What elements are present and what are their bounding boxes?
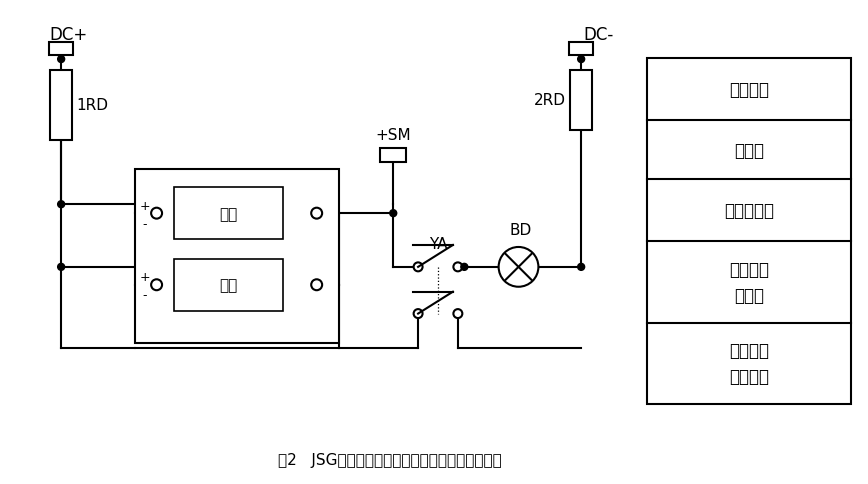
Text: 熔断器: 熔断器 [733, 141, 764, 159]
Text: +: + [140, 271, 150, 284]
Text: 直流母线: 直流母线 [729, 81, 769, 99]
Text: +SM: +SM [376, 127, 411, 142]
Bar [647, 59, 851, 404]
Text: 1RD: 1RD [76, 98, 108, 113]
Text: 电源: 电源 [219, 278, 237, 293]
Text: -: - [142, 288, 147, 302]
Text: -: - [142, 217, 147, 230]
Text: 2RD: 2RD [534, 93, 566, 108]
Bar [174, 259, 283, 311]
Bar [50, 71, 72, 140]
Text: 闪光小母线: 闪光小母线 [724, 202, 773, 220]
Circle shape [57, 264, 64, 271]
Bar [380, 148, 406, 163]
Text: BD: BD [510, 223, 531, 238]
Text: YA: YA [429, 237, 447, 251]
Circle shape [151, 208, 162, 219]
Circle shape [57, 201, 64, 208]
Circle shape [498, 247, 538, 287]
Circle shape [453, 309, 463, 318]
Text: 静态闪光
断电器: 静态闪光 断电器 [729, 260, 769, 304]
Text: 图2   JSG系列静态闪光继电器应用外部接线参考图: 图2 JSG系列静态闪光继电器应用外部接线参考图 [279, 453, 502, 467]
Bar [135, 170, 339, 344]
Circle shape [414, 263, 423, 272]
Circle shape [312, 208, 322, 219]
Circle shape [57, 57, 64, 63]
Text: DC+: DC+ [49, 26, 88, 44]
Bar [570, 71, 592, 130]
Circle shape [578, 57, 585, 63]
Bar [49, 43, 73, 56]
Bar [174, 188, 283, 240]
Circle shape [578, 264, 585, 271]
Text: +: + [140, 199, 150, 212]
Text: 启动: 启动 [219, 206, 237, 221]
Bar [569, 43, 593, 56]
Circle shape [312, 280, 322, 290]
Circle shape [461, 264, 468, 271]
Text: 试验按钮
及信号灯: 试验按钮 及信号灯 [729, 341, 769, 386]
Text: DC-: DC- [583, 26, 614, 44]
Circle shape [390, 210, 397, 217]
Circle shape [151, 280, 162, 290]
Circle shape [414, 309, 423, 318]
Circle shape [453, 263, 463, 272]
